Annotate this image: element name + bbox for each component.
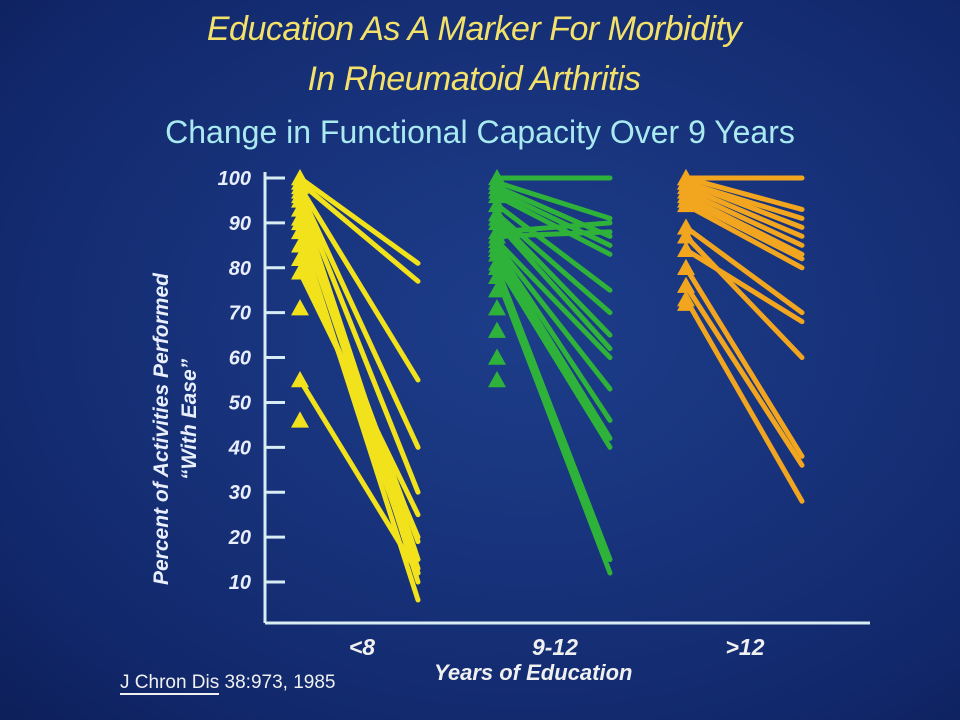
series-<8-line-3 xyxy=(297,188,421,450)
x-axis-title: Years of Education xyxy=(434,660,633,685)
title-line-1: Education As A Marker For Morbidity xyxy=(206,10,742,48)
series-9-12-marker-4 xyxy=(488,186,506,204)
series->12-line-4 xyxy=(683,184,805,239)
series-<8-marker-13 xyxy=(291,371,309,388)
series-9-12-marker-17 xyxy=(488,267,506,284)
series->12-line-3 xyxy=(683,179,805,230)
y-tick-label-100: 100 xyxy=(218,168,251,190)
series->12-line-1 xyxy=(683,175,805,212)
series-9-12-line-10 xyxy=(494,229,613,239)
series-9-12-marker-14 xyxy=(488,245,506,262)
series->12-line-8 xyxy=(683,202,805,271)
y-tick-label-50: 50 xyxy=(229,392,251,414)
series-<8-marker-11 xyxy=(291,249,309,266)
series-<8-line-0 xyxy=(297,175,421,266)
series-9-12-marker-20 xyxy=(488,321,506,338)
series-<8-marker-5 xyxy=(291,191,309,208)
y-tick-label-20: 20 xyxy=(228,527,251,549)
series-<8-line-13 xyxy=(297,377,421,576)
series->12-marker-15 xyxy=(677,294,695,311)
series-9-12-line-2 xyxy=(494,184,613,239)
series->12-line-11 xyxy=(683,247,805,325)
y-tick-label-80: 80 xyxy=(229,258,251,280)
series-9-12-line-5 xyxy=(494,202,613,293)
series-9-12-line-13 xyxy=(494,247,613,423)
y-tick-label-70: 70 xyxy=(229,303,251,325)
y-axis-label-line-2: “With Ease” xyxy=(178,358,201,480)
citation-details: 38:973, 1985 xyxy=(219,672,336,693)
x-category-label-1: 9-12 xyxy=(532,634,578,660)
series->12-marker-9 xyxy=(677,218,695,235)
series-<8-marker-6 xyxy=(291,200,309,217)
series-<8-line-12 xyxy=(297,269,421,518)
citation: J Chron Dis 38:973, 1985 xyxy=(120,672,336,695)
x-category-label-2: >12 xyxy=(725,634,764,660)
series-9-12-line-11 xyxy=(494,238,613,361)
series-9-12-line-14 xyxy=(494,251,613,441)
series-9-12-line-1 xyxy=(494,179,613,221)
series->12-line-10 xyxy=(683,233,805,361)
series->12-line-7 xyxy=(683,197,805,262)
series-<8-marker-9 xyxy=(291,222,309,240)
series->12-line-14 xyxy=(683,296,805,504)
series-9-12-marker-18 xyxy=(488,371,506,388)
series-<8-marker-14 xyxy=(291,299,309,316)
series-9-12-line-17 xyxy=(494,274,613,576)
series-9-12-line-8 xyxy=(494,220,613,352)
series-<8-line-1 xyxy=(297,179,421,284)
series-9-12-marker-19 xyxy=(488,348,506,365)
series-9-12-marker-5 xyxy=(488,195,506,213)
series-<8-line-4 xyxy=(297,193,421,495)
series-9-12-marker-16 xyxy=(488,258,506,275)
series->12-line-12 xyxy=(683,265,805,459)
y-axis-label-line-1: Percent of Activities Performed xyxy=(150,273,173,585)
x-category-label-0: <8 xyxy=(349,634,375,660)
y-tick-label-10: 10 xyxy=(229,572,251,594)
series-9-12-line-3 xyxy=(494,188,613,248)
series-<8-line-2 xyxy=(297,184,421,383)
y-tick-label-30: 30 xyxy=(229,482,251,504)
series->12-marker-13 xyxy=(677,276,695,293)
series-9-12-marker-21 xyxy=(488,299,506,316)
series-9-12-line-12 xyxy=(494,242,613,392)
series-9-12-line-16 xyxy=(494,265,613,563)
y-tick-label-90: 90 xyxy=(229,213,251,235)
series->12-marker-11 xyxy=(677,240,695,258)
series-9-12-line-9 xyxy=(494,220,613,235)
series->12-line-13 xyxy=(683,283,805,468)
series->12-line-9 xyxy=(683,224,805,316)
y-tick-label-60: 60 xyxy=(229,348,251,370)
series-9-12-marker-22 xyxy=(488,281,506,298)
series-<8-marker-10 xyxy=(291,236,309,253)
series->12-marker-10 xyxy=(677,227,695,244)
series-9-12-marker-8 xyxy=(488,213,506,231)
subtitle: Change in Functional Capacity Over 9 Yea… xyxy=(165,114,795,150)
series-<8-marker-15 xyxy=(291,411,309,428)
series->12-line-6 xyxy=(683,193,805,257)
series->12-marker-8 xyxy=(677,195,695,213)
series->12-marker-12 xyxy=(677,258,695,275)
y-tick-label-40: 40 xyxy=(228,437,251,459)
series-9-12-line-15 xyxy=(494,260,613,450)
title-line-2: In Rheumatoid Arthritis xyxy=(307,60,641,98)
series-<8-marker-12 xyxy=(291,263,309,280)
citation-journal: J Chron Dis xyxy=(120,672,220,695)
series->12-line-5 xyxy=(683,188,805,248)
series-<8-marker-8 xyxy=(291,213,309,231)
